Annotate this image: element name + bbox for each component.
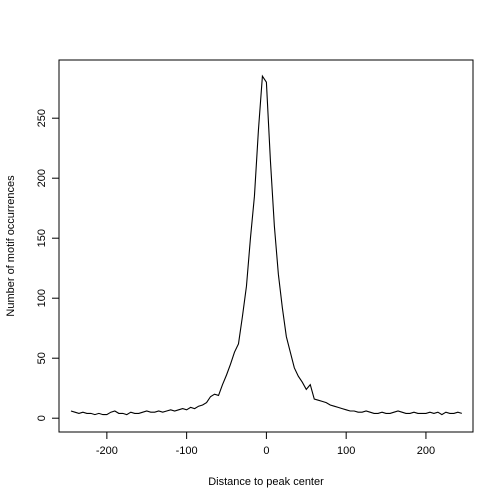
y-tick-label: 250	[36, 109, 48, 127]
data-line	[70, 74, 462, 416]
x-tick-label: 0	[263, 445, 269, 457]
x-tick-label: 100	[337, 445, 355, 457]
y-axis-label: Number of motif occurrences	[5, 175, 17, 317]
plot-frame	[58, 59, 474, 433]
x-axis-label: Distance to peak center	[208, 476, 324, 488]
x-tick-label: -200	[96, 445, 118, 457]
y-tick-label: 200	[36, 169, 48, 187]
x-tick-label: -100	[176, 445, 198, 457]
y-tick-label: 100	[36, 289, 48, 307]
y-tick-label: 50	[36, 352, 48, 364]
y-tick-label: 0	[36, 415, 48, 421]
x-tick-label: 200	[417, 445, 435, 457]
y-tick-label: 150	[36, 229, 48, 247]
